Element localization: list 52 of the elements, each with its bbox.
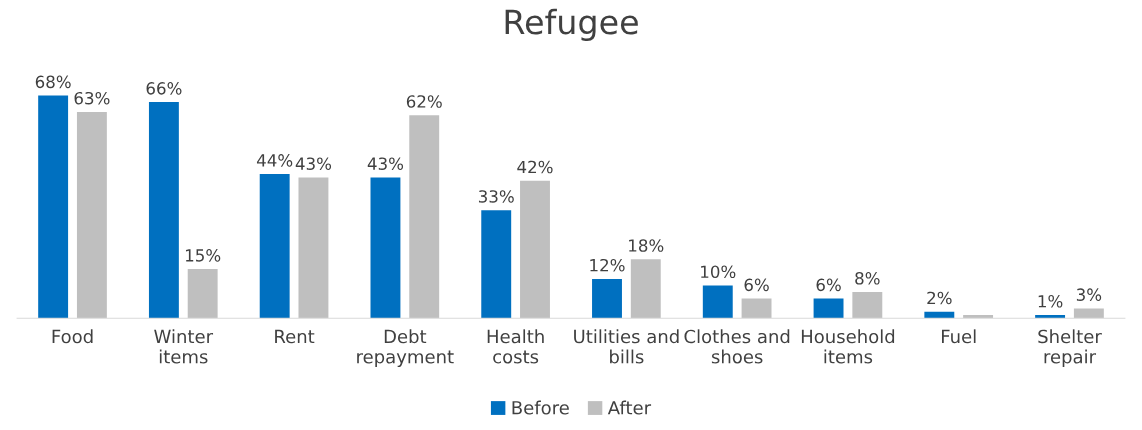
bar bbox=[1073, 308, 1104, 319]
x-tick-label: Health costs bbox=[487, 329, 544, 364]
data-label: 3% bbox=[1076, 288, 1102, 301]
bar bbox=[409, 115, 440, 319]
data-label: 68% bbox=[35, 75, 71, 89]
bar bbox=[741, 298, 772, 319]
data-label: 44% bbox=[256, 154, 293, 167]
bar bbox=[370, 177, 401, 319]
bar bbox=[148, 102, 179, 319]
x-tick-label: Food bbox=[52, 329, 93, 344]
bar bbox=[298, 177, 329, 319]
data-label: 1% bbox=[1038, 294, 1063, 308]
data-label: 6% bbox=[816, 278, 841, 292]
bar bbox=[38, 95, 69, 319]
bar bbox=[702, 285, 733, 319]
bar bbox=[924, 311, 955, 319]
bar bbox=[852, 292, 883, 319]
legend-label: Before bbox=[512, 400, 569, 415]
data-label: 62% bbox=[406, 95, 442, 108]
bar bbox=[1035, 314, 1066, 319]
x-tick-label: Debt repayment bbox=[357, 329, 454, 367]
bar bbox=[630, 259, 661, 319]
data-label: 43% bbox=[295, 157, 332, 170]
bar bbox=[592, 278, 622, 319]
x-tick-label: Winter items bbox=[154, 329, 214, 364]
bar bbox=[813, 298, 844, 319]
data-label: 33% bbox=[478, 190, 514, 203]
data-label: 42% bbox=[517, 160, 553, 174]
x-tick-label: Clothes and shoes bbox=[684, 329, 790, 364]
bar bbox=[520, 180, 550, 319]
chart-title: Refugee bbox=[505, 8, 638, 42]
data-label: 18% bbox=[629, 239, 664, 252]
x-tick-label: Utilities and bills bbox=[574, 329, 679, 364]
bar bbox=[481, 210, 512, 319]
bar bbox=[259, 174, 290, 319]
legend-label: After bbox=[607, 400, 652, 415]
bar bbox=[963, 314, 994, 319]
data-label: 63% bbox=[74, 91, 110, 105]
data-label: 6% bbox=[744, 278, 769, 292]
data-label: 12% bbox=[590, 258, 625, 272]
x-tick-label: Rent bbox=[275, 329, 315, 344]
bar bbox=[187, 269, 218, 319]
x-tick-label: Shelter repair bbox=[1038, 329, 1102, 367]
data-label: 2% bbox=[927, 291, 952, 305]
data-label: 10% bbox=[701, 265, 736, 279]
x-tick-label: Fuel bbox=[942, 329, 976, 344]
data-label: 15% bbox=[185, 249, 221, 262]
data-label: 43% bbox=[367, 157, 404, 170]
data-label: 8% bbox=[855, 272, 880, 285]
x-tick-label: Household items bbox=[801, 329, 895, 364]
bar bbox=[76, 111, 107, 319]
data-label: 66% bbox=[146, 82, 182, 95]
